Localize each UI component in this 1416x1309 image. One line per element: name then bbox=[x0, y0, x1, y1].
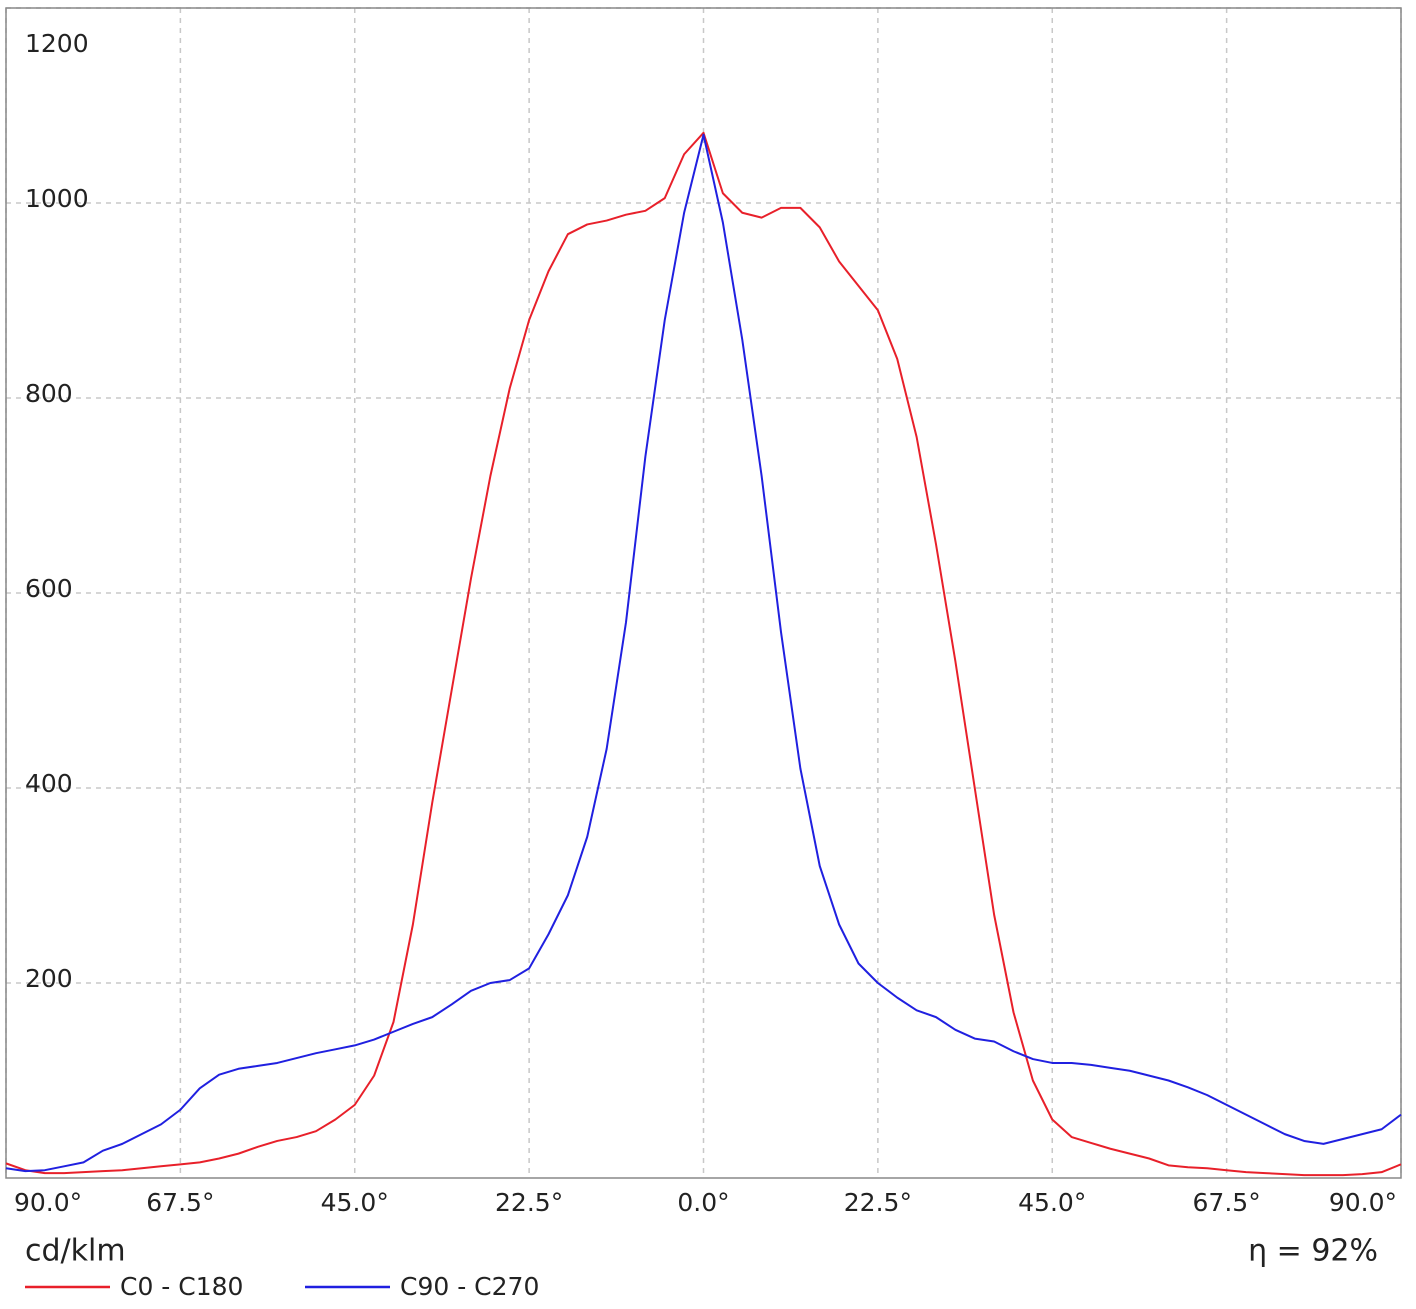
y-tick-label: 800 bbox=[25, 379, 73, 408]
y-tick-label: 1200 bbox=[25, 29, 89, 58]
y-tick-label: 400 bbox=[25, 769, 73, 798]
x-tick-label: 0.0° bbox=[677, 1188, 729, 1217]
x-tick-label: 90.0° bbox=[14, 1188, 82, 1217]
annotation: η = 92% bbox=[1248, 1234, 1378, 1269]
y-tick-label: 600 bbox=[25, 574, 73, 603]
y-tick-label: 200 bbox=[25, 964, 73, 993]
y-tick-label: 1000 bbox=[25, 184, 89, 213]
line-series bbox=[5, 133, 1402, 1173]
x-tick-label: 67.5° bbox=[1193, 1188, 1261, 1217]
x-tick-label: 67.5° bbox=[146, 1188, 214, 1217]
x-tick-label: 22.5° bbox=[844, 1188, 912, 1217]
plot-border bbox=[5, 7, 1402, 1179]
line-series bbox=[5, 131, 1402, 1177]
legend-label: C0 - C180 bbox=[120, 1272, 243, 1301]
x-tick-label: 45.0° bbox=[1018, 1188, 1086, 1217]
x-tick-label: 90.0° bbox=[1329, 1188, 1397, 1217]
legend-label: C90 - C270 bbox=[400, 1272, 539, 1301]
y-axis-label: cd/klm bbox=[25, 1234, 126, 1269]
x-tick-label: 45.0° bbox=[321, 1188, 389, 1217]
x-tick-label: 22.5° bbox=[495, 1188, 563, 1217]
